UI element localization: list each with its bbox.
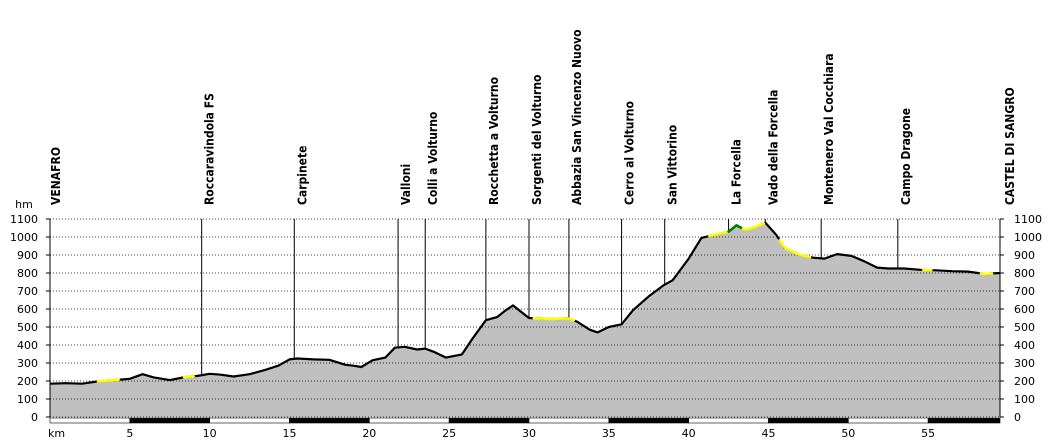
y-tick-label-right: 1100 <box>1014 213 1042 226</box>
station-label: CASTEL DI SANGRO <box>1003 87 1017 205</box>
km-scale-band-segment <box>768 418 848 423</box>
km-scale-band-segment <box>130 418 210 423</box>
y-tick-label-right: 700 <box>1014 285 1035 298</box>
km-scale-band-segment <box>210 418 290 423</box>
y-tick-label-left: 400 <box>17 339 38 352</box>
y-tick-label-left: 300 <box>17 357 38 370</box>
y-tick-label-left: 900 <box>17 249 38 262</box>
y-tick-label-right: 200 <box>1014 375 1035 388</box>
y-tick-label-left: 600 <box>17 303 38 316</box>
y-tick-label-right: 500 <box>1014 321 1035 334</box>
y-tick-label-left: 800 <box>17 267 38 280</box>
station-label: VENAFRO <box>49 147 63 205</box>
station-label: Abbazia San Vincenzo Nuovo <box>570 29 584 205</box>
km-scale-band-segment <box>928 418 1000 423</box>
km-scale-band-segment <box>689 418 769 423</box>
station-label: Valloni <box>399 164 413 205</box>
y-tick-label-left: 1100 <box>10 213 38 226</box>
y-axis-unit-label: hm <box>15 198 33 211</box>
y-tick-label-right: 600 <box>1014 303 1035 316</box>
y-tick-label-left: 100 <box>17 393 38 406</box>
profile-highlight-gentle <box>98 380 119 382</box>
x-tick-label: 55 <box>921 427 935 440</box>
x-tick-label: 25 <box>442 427 456 440</box>
x-tick-label: 40 <box>682 427 696 440</box>
station-label: Campo Dragone <box>899 108 913 205</box>
km-scale-band-segment <box>848 418 928 423</box>
profile-highlight-gentle <box>981 273 992 274</box>
x-tick-label: 20 <box>362 427 376 440</box>
station-label: San Vittorino <box>666 125 680 205</box>
y-tick-label-right: 900 <box>1014 249 1035 262</box>
x-tick-label: 15 <box>282 427 296 440</box>
station-label: Carpinete <box>295 146 309 205</box>
y-tick-label-left: 0 <box>31 411 38 424</box>
x-tick-label: 45 <box>761 427 775 440</box>
y-tick-label-right: 400 <box>1014 339 1035 352</box>
y-tick-label-right: 300 <box>1014 357 1035 370</box>
km-scale-band-segment <box>50 418 130 423</box>
profile-area <box>50 223 1000 417</box>
station-label: Montenero Val Cocchiara <box>822 53 836 205</box>
y-tick-label-right: 800 <box>1014 267 1035 280</box>
station-label: Colli a Volturno <box>426 112 440 205</box>
station-label: Vado della Forcella <box>766 90 780 205</box>
station-label: Rocchetta a Volturno <box>487 77 501 205</box>
x-tick-label: 35 <box>602 427 616 440</box>
km-scale-band-segment <box>369 418 449 423</box>
y-tick-label-left: 200 <box>17 375 38 388</box>
y-tick-label-left: 700 <box>17 285 38 298</box>
x-tick-label: 5 <box>126 427 133 440</box>
x-tick-label: 30 <box>522 427 536 440</box>
x-axis-unit-label: km <box>48 427 65 440</box>
km-scale-band-segment <box>529 418 609 423</box>
station-label: Roccaravindola FS <box>203 93 217 205</box>
y-tick-label-left: 1000 <box>10 231 38 244</box>
km-scale-band-segment <box>289 418 369 423</box>
profile-highlight-gentle <box>184 376 194 377</box>
km-scale-band-segment <box>449 418 529 423</box>
y-tick-label-left: 500 <box>17 321 38 334</box>
station-label: Sorgenti del Volturno <box>530 75 544 205</box>
x-tick-label: 10 <box>203 427 217 440</box>
y-tick-label-right: 100 <box>1014 393 1035 406</box>
y-tick-label-right: 1000 <box>1014 231 1042 244</box>
station-label: La Forcella <box>730 139 744 205</box>
station-label: Cerro al Volturno <box>623 101 637 205</box>
km-scale-band-segment <box>609 418 689 423</box>
x-tick-label: 50 <box>841 427 855 440</box>
y-tick-label-right: 0 <box>1014 411 1021 424</box>
